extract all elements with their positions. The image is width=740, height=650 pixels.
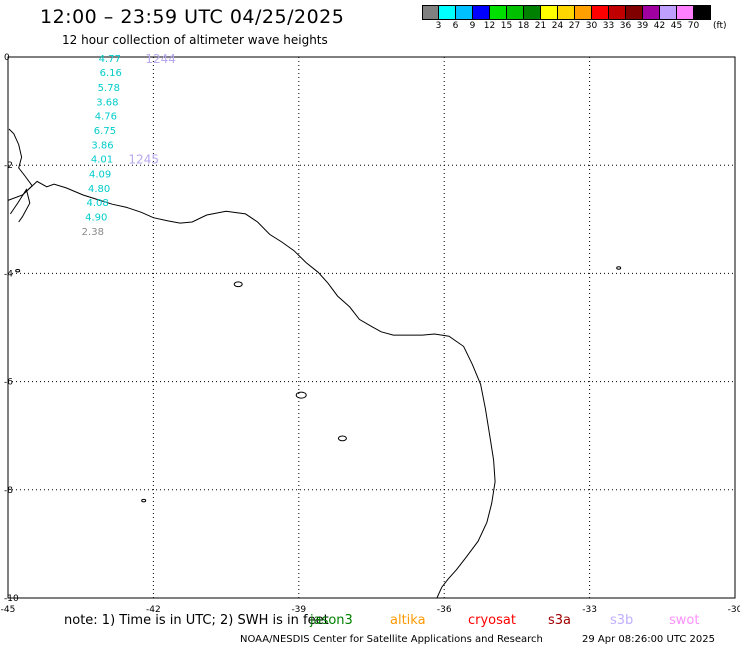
color-scale-label: 12 <box>483 21 496 31</box>
pass-number-label: 1244 <box>145 52 176 66</box>
wave-height-value: 5.78 <box>98 83 120 94</box>
x-tick-label: -33 <box>582 605 597 615</box>
color-scale-label: 39 <box>636 21 649 31</box>
pass-number-label: 1245 <box>128 153 159 167</box>
color-swatch <box>490 5 507 20</box>
wave-height-value: 4.09 <box>89 169 111 180</box>
y-tick-label: -4 <box>4 269 13 279</box>
wave-height-value: 4.90 <box>85 213 107 224</box>
island <box>616 266 622 270</box>
color-swatch <box>558 5 575 20</box>
x-tick-label: -30 <box>728 605 740 615</box>
color-scale-label: 27 <box>568 21 581 31</box>
color-swatch <box>473 5 490 20</box>
color-swatch <box>677 5 694 20</box>
wave-height-value: 4.77 <box>99 54 121 65</box>
island <box>15 268 21 273</box>
wave-height-value: 4.80 <box>88 184 110 195</box>
map-subtitle: 12 hour collection of altimeter wave hei… <box>62 33 328 47</box>
color-scale-label: 24 <box>551 21 564 31</box>
wave-height-value: 3.68 <box>96 97 118 108</box>
y-tick-label: -6 <box>4 378 13 388</box>
coastline <box>7 180 496 599</box>
color-swatch <box>439 5 456 20</box>
satellite-label-altika: altika <box>390 613 426 628</box>
map-frame <box>7 56 736 599</box>
color-swatch <box>609 5 626 20</box>
color-swatch <box>660 5 677 20</box>
wave-height-value: 6.75 <box>94 126 116 137</box>
color-swatch <box>541 5 558 20</box>
color-scale-label: 36 <box>619 21 632 31</box>
y-tick-label: 0 <box>4 53 10 63</box>
color-scale-label: 70 <box>687 21 700 31</box>
footer-credit: NOAA/NESDIS Center for Satellite Applica… <box>240 634 543 645</box>
satellite-label-swot: swot <box>669 613 700 628</box>
satellite-label-s3b: s3b <box>610 613 634 628</box>
note-text: note: 1) Time is in UTC; 2) SWH is in fe… <box>64 613 329 628</box>
y-tick-label: -10 <box>4 594 19 604</box>
color-swatch <box>422 5 439 20</box>
y-tick-label: -8 <box>4 486 13 496</box>
wave-height-value: 4.01 <box>91 155 113 166</box>
color-scale-label: 33 <box>602 21 615 31</box>
island <box>233 281 243 288</box>
color-swatch <box>592 5 609 20</box>
color-scale-label: 30 <box>585 21 598 31</box>
map-title: 12:00 – 23:59 UTC 04/25/2025 <box>40 6 345 28</box>
wave-height-value: 4.08 <box>87 198 109 209</box>
wave-height-value: 2.38 <box>82 227 104 238</box>
satellite-label-jason3: jason3 <box>310 613 353 628</box>
x-tick-label: -36 <box>437 605 452 615</box>
color-scale-unit: (ft) <box>713 21 727 31</box>
x-tick-label: -39 <box>291 605 306 615</box>
wave-height-value: 4.76 <box>95 111 117 122</box>
x-tick-label: -42 <box>146 605 161 615</box>
color-swatch <box>643 5 660 20</box>
color-scale-label: 21 <box>534 21 547 31</box>
bay-shoreline-inner <box>9 188 31 223</box>
color-scale-label: 18 <box>517 21 530 31</box>
color-scale-label: 9 <box>469 21 476 31</box>
y-tick-label: -2 <box>4 161 13 171</box>
color-scale-label: 3 <box>435 21 442 31</box>
color-swatch <box>626 5 643 20</box>
wave-height-value: 6.16 <box>100 68 122 79</box>
color-swatch <box>694 5 711 20</box>
color-scale-label: 6 <box>452 21 459 31</box>
bay-shoreline <box>8 128 33 196</box>
island <box>141 498 147 503</box>
color-swatch <box>524 5 541 20</box>
color-swatch <box>456 5 473 20</box>
color-scale-label: 42 <box>653 21 666 31</box>
wave-height-value: 3.86 <box>91 141 113 152</box>
satellite-label-s3a: s3a <box>548 613 572 628</box>
footer-timestamp: 29 Apr 08:26:00 UTC 2025 <box>582 634 715 645</box>
color-swatch <box>575 5 592 20</box>
color-scale-bar <box>422 5 711 20</box>
color-scale-label: 45 <box>670 21 683 31</box>
satellite-label-cryosat: cryosat <box>468 613 516 628</box>
island <box>337 435 347 442</box>
island <box>295 391 307 399</box>
color-swatch <box>507 5 524 20</box>
color-scale-label: 15 <box>500 21 513 31</box>
x-tick-label: -45 <box>1 605 16 615</box>
